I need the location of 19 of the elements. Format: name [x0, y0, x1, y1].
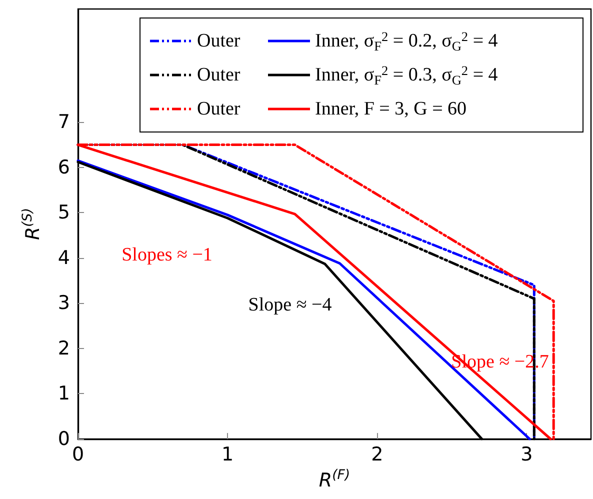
y-tick-label: 3 — [58, 292, 70, 314]
y-tick-label: 4 — [58, 246, 70, 269]
legend-label: Outer — [197, 64, 241, 86]
y-tick-label: 0 — [58, 428, 70, 450]
legend-label: Inner, F = 3, G = 60 — [315, 98, 467, 120]
y-tick-label: 7 — [58, 111, 70, 134]
legend-label: Outer — [197, 98, 241, 120]
x-tick-label: 1 — [222, 444, 234, 466]
y-tick-label: 1 — [58, 382, 70, 405]
x-tick-label: 2 — [371, 444, 384, 466]
annotation: Slope ≈ −4 — [248, 294, 332, 316]
y-tick-label: 5 — [58, 202, 70, 224]
legend-label: Outer — [197, 30, 241, 52]
annotation: Slopes ≈ −1 — [122, 244, 212, 266]
y-tick-label: 6 — [58, 156, 70, 178]
y-axis-title: R(S) — [20, 208, 44, 240]
x-tick-label: 3 — [520, 444, 533, 466]
y-tick-label: 2 — [58, 337, 70, 360]
x-tick-label: 0 — [72, 444, 84, 466]
